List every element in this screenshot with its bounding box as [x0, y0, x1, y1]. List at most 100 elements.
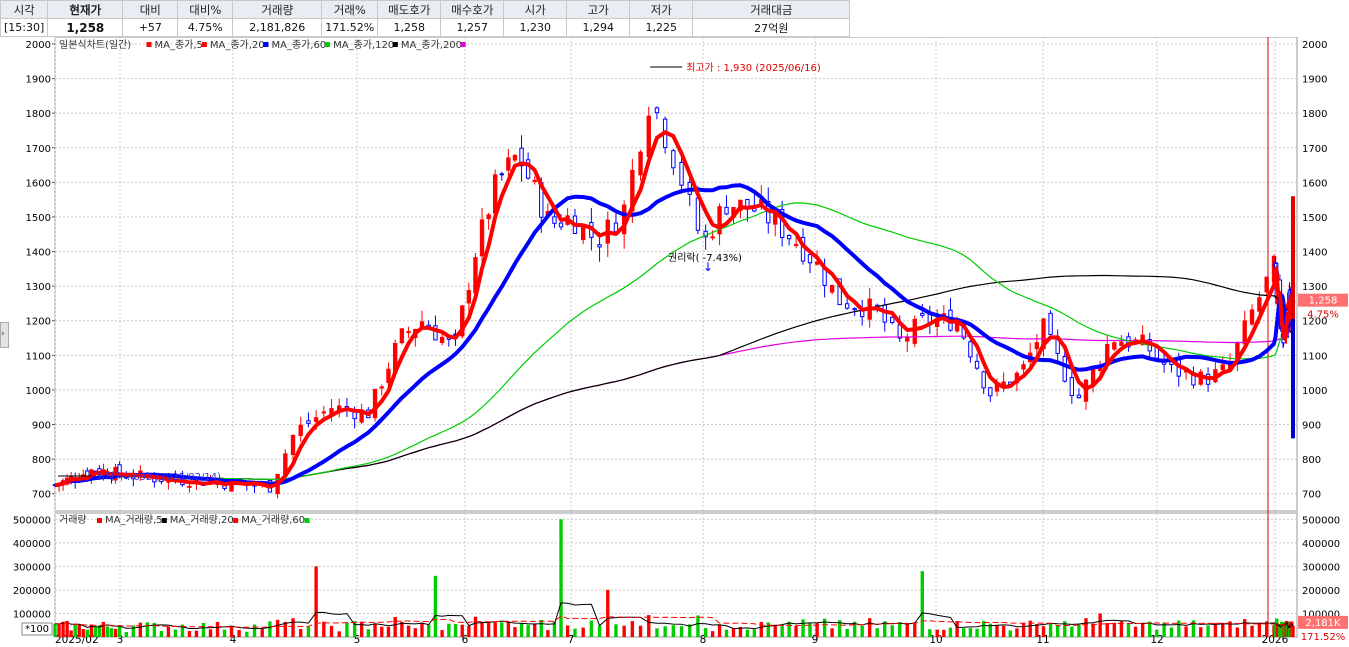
volume-bar	[1077, 624, 1081, 637]
price-tick-label-right: 800	[1302, 455, 1321, 466]
volume-legend-label: MA_거래량,5	[105, 514, 163, 526]
volume-bar	[400, 621, 404, 637]
header-current-price: 현재가	[47, 0, 124, 19]
candle-body	[1076, 394, 1082, 399]
volume-bar	[703, 628, 708, 637]
x-tick-label: 7	[568, 634, 575, 646]
candle-body	[298, 424, 303, 436]
candle-body	[679, 161, 684, 186]
price-tick-label-right: 2000	[1302, 40, 1327, 51]
volume-bar	[913, 622, 917, 637]
value-current-price: 1,258	[47, 18, 124, 37]
volume-bar	[1148, 621, 1152, 637]
volume-bar	[61, 621, 65, 637]
stock-chart[interactable]: 700 700 800 800 900 900 1000 1000 1100 1100 1200 12…	[0, 37, 1349, 647]
candle-body	[710, 236, 715, 239]
candle-body	[433, 325, 438, 341]
volume-bar	[710, 631, 715, 637]
volume-ma20-line	[54, 615, 1294, 628]
volume-bar	[480, 622, 484, 637]
volume-bar	[955, 621, 959, 637]
price-tick-label-right: 1000	[1302, 386, 1327, 397]
price-tick-label-left: 700	[32, 490, 51, 501]
candle-body	[306, 420, 311, 424]
x-tick-label: 3	[117, 634, 124, 646]
candle-body	[519, 147, 524, 167]
volume-bar	[453, 623, 458, 637]
price-tick-label-left: 1800	[26, 109, 51, 120]
volume-bar	[647, 615, 651, 637]
volume-bar	[69, 630, 73, 637]
volume-bar	[283, 621, 288, 637]
candle-body	[786, 235, 792, 240]
daily-range-down-bar	[1291, 319, 1295, 439]
rights-arrow: ↓	[703, 260, 713, 274]
volume-bar	[581, 627, 585, 637]
candle-body	[717, 206, 722, 235]
volume-bar	[187, 630, 192, 637]
volume-bar	[473, 616, 478, 637]
price-tick-label-right: 1100	[1302, 351, 1327, 362]
volume-bar	[875, 628, 879, 637]
candle-body	[988, 387, 993, 397]
last-price-label: 1,258	[1309, 296, 1338, 307]
candle-body	[1069, 377, 1075, 397]
volume-legend-title: 거래량	[59, 514, 87, 526]
volume-bar	[275, 619, 280, 637]
volume-bar	[229, 626, 234, 637]
volume-bar	[794, 625, 798, 637]
volume-bar	[696, 615, 700, 637]
volume-bar	[337, 631, 341, 637]
volume-bar	[671, 625, 676, 637]
volume-bar	[928, 629, 932, 637]
candle-body	[290, 434, 296, 456]
volume-bar	[1140, 622, 1145, 637]
panel-toggle-tab[interactable]: ›	[0, 322, 9, 348]
volume-bar	[493, 622, 497, 637]
volume-bar	[215, 621, 220, 637]
legend-swatch	[97, 518, 102, 523]
volume-bar	[420, 622, 424, 637]
candle-body	[466, 290, 472, 304]
volume-bar	[1169, 627, 1174, 637]
volume-bar	[773, 624, 777, 637]
volume-bar	[801, 619, 805, 637]
last-volume-pct-label: 171.52%	[1301, 632, 1346, 643]
price-tick-label-right: 1400	[1302, 248, 1327, 259]
x-tick-label: 10	[929, 634, 942, 646]
candle-body	[1119, 341, 1124, 346]
candle-body	[974, 360, 980, 369]
price-tick-label-left: 1700	[26, 144, 51, 155]
x-tick-label: 12	[1150, 634, 1163, 646]
volume-bar	[306, 626, 311, 637]
volume-unit-label: *100	[25, 624, 49, 635]
value-volume-pct: 171.52%	[321, 18, 379, 37]
high-annotation: 최고가 : 1,930 (2025/06/16)	[686, 62, 821, 74]
header-change: 대비	[122, 0, 179, 19]
candle-body	[399, 328, 405, 344]
candle-body	[829, 284, 835, 293]
volume-bar	[366, 629, 371, 637]
price-tick-label-left: 1100	[26, 351, 51, 362]
candle-body	[1264, 276, 1269, 293]
volume-bar	[208, 629, 213, 637]
candle-body	[897, 324, 902, 339]
price-legend-label: MA_종가,20	[210, 39, 265, 51]
volume-bar	[1028, 620, 1032, 637]
value-trade-value: 27억원	[692, 18, 851, 37]
candle-body	[187, 485, 192, 488]
volume-bar	[1008, 630, 1012, 637]
volume-bar	[1177, 620, 1181, 637]
volume-tick-label-left: 400000	[13, 539, 51, 550]
quote-table: 시각 현재가 대비 대비% 거래량 거래% 매도호가 매수호가 시가 고가 저가…	[0, 0, 851, 37]
candle-body	[486, 214, 491, 220]
candle-body	[1220, 364, 1225, 371]
volume-bar	[97, 625, 102, 637]
candle-body	[512, 154, 518, 161]
x-tick-label: 11	[1036, 634, 1049, 646]
candle-body	[313, 417, 319, 422]
header-time: 시각	[0, 0, 49, 19]
candle-body	[844, 303, 850, 309]
price-legend-title: 일본식차트(일간)	[59, 39, 131, 51]
volume-bar	[1155, 629, 1159, 637]
